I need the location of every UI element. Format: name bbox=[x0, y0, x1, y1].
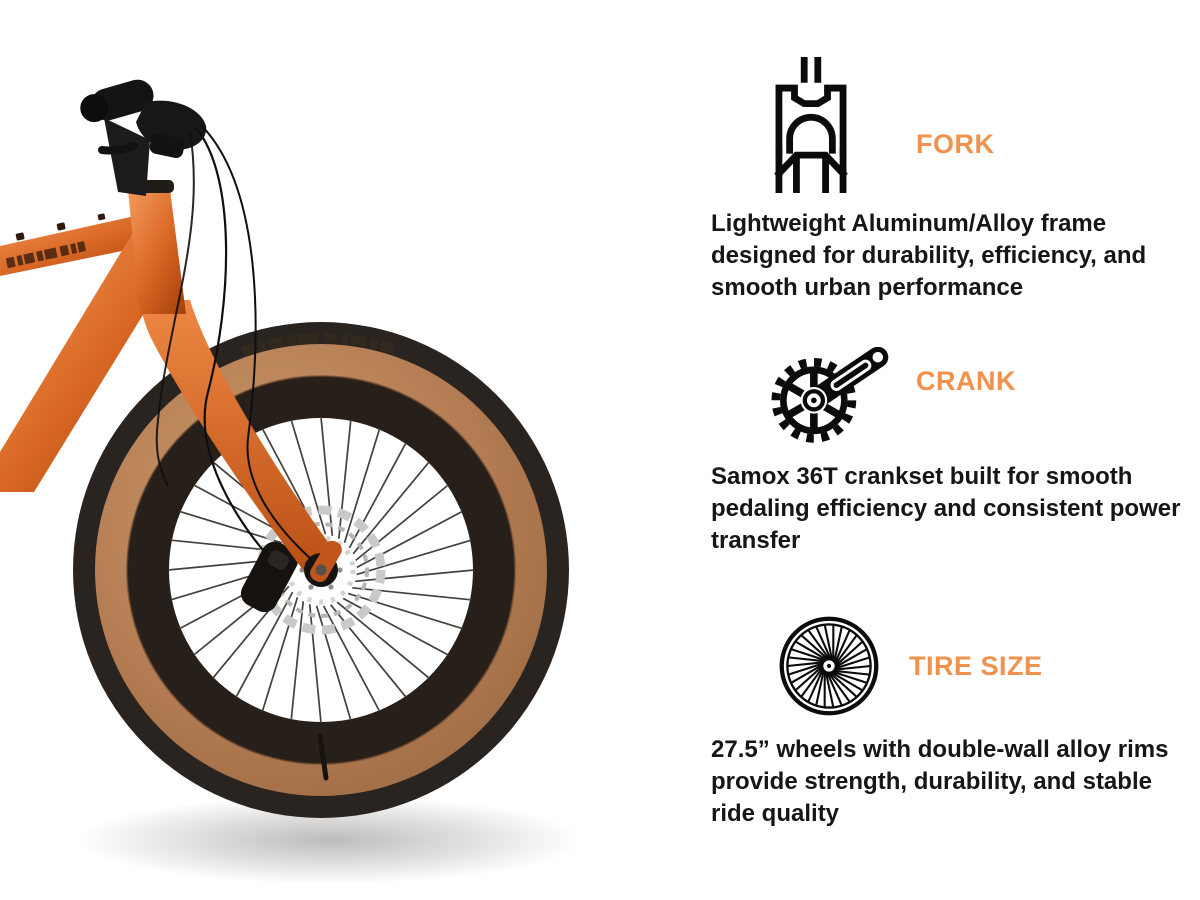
tire-valve bbox=[317, 733, 329, 781]
cable-mount bbox=[15, 232, 25, 241]
cable-mount bbox=[97, 213, 106, 221]
frame bbox=[0, 180, 186, 492]
crank-heading: CRANK bbox=[916, 366, 1016, 396]
bike-photo bbox=[0, 79, 582, 884]
handlebar-assembly bbox=[80, 79, 207, 196]
fork-heading: FORK bbox=[916, 129, 995, 159]
frame-down-tube bbox=[0, 234, 178, 492]
fork-description: Lightweight Aluminum/Alloy frame designe… bbox=[711, 210, 1147, 301]
fork-blade bbox=[140, 300, 338, 579]
crank-description: Samox 36T crankset built for smooth peda… bbox=[711, 463, 1181, 554]
brake-caliper bbox=[240, 541, 299, 613]
tire-size-icon bbox=[779, 616, 879, 716]
front-hub bbox=[304, 540, 342, 587]
wheel-shadow bbox=[78, 796, 582, 884]
tire-size-description: 27.5” wheels with double-wall alloy rims… bbox=[711, 736, 1169, 827]
frame-decal bbox=[5, 241, 86, 269]
cable-mount bbox=[56, 222, 66, 231]
brake-cables bbox=[155, 123, 313, 561]
handlebar-grip bbox=[80, 79, 154, 123]
fork-icon bbox=[774, 57, 848, 193]
lever-body bbox=[149, 133, 185, 159]
stem bbox=[104, 118, 150, 196]
tire-label bbox=[241, 332, 395, 357]
head-tube bbox=[128, 190, 186, 314]
tire-size-heading: TIRE SIZE bbox=[909, 651, 1043, 681]
crank-icon bbox=[771, 347, 889, 443]
brake-lever bbox=[98, 142, 138, 155]
